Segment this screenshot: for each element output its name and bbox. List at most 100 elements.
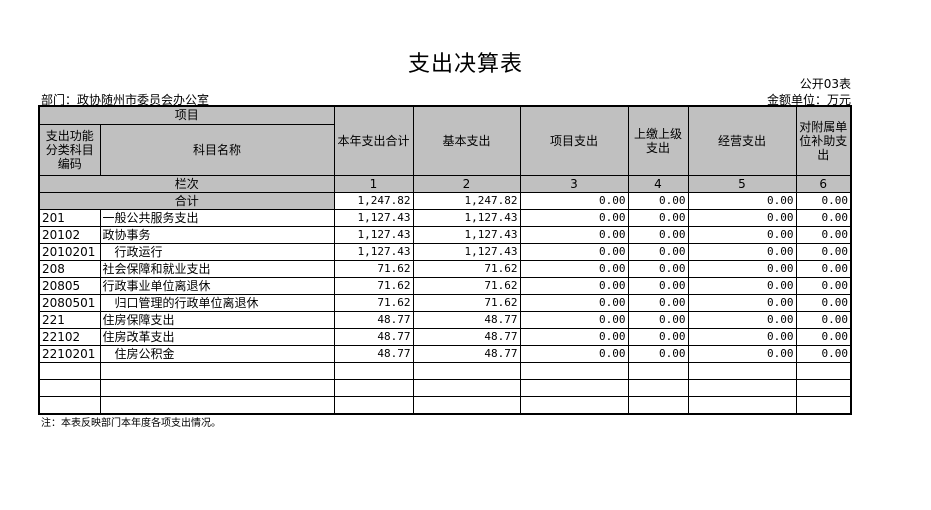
row-code: 2210201	[38, 344, 101, 363]
total-value: 0.00	[627, 191, 689, 210]
row-value: 48.77	[333, 310, 414, 329]
expenditure-table: 项目 本年支出合计 基本支出 项目支出 上缴上级支出 经营支出 对附属单位补助支…	[38, 105, 852, 415]
row-value: 0.00	[795, 242, 852, 261]
empty-row	[38, 378, 852, 397]
table-row: 20102 政协事务 1,127.43 1,127.43 0.00 0.00 0.00 0.0…	[38, 225, 852, 244]
row-value: 0.00	[627, 276, 689, 295]
row-value: 71.62	[333, 293, 414, 312]
table-row: 201 一般公共服务支出 1,127.43 1,127.43 0.00 0.00 0.00 0…	[38, 208, 852, 227]
row-value: 0.00	[687, 242, 797, 261]
row-value: 0.00	[627, 327, 689, 346]
row-value: 1,127.43	[333, 242, 414, 261]
empty-cell	[795, 361, 852, 380]
row-value: 0.00	[795, 327, 852, 346]
row-value: 71.62	[412, 293, 521, 312]
row-code: 20102	[38, 225, 101, 244]
row-value: 0.00	[519, 259, 629, 278]
row-value: 1,127.43	[412, 242, 521, 261]
row-value: 0.00	[519, 208, 629, 227]
row-name: 行政事业单位离退休	[99, 276, 335, 295]
table-row: 221 住房保障支出 48.77 48.77 0.00 0.00 0.00 0.00	[38, 310, 852, 329]
column-number: 5	[687, 174, 797, 193]
empty-cell	[627, 395, 689, 414]
row-value: 0.00	[519, 327, 629, 346]
row-value: 0.00	[627, 259, 689, 278]
empty-row	[38, 361, 852, 380]
row-value: 0.00	[687, 225, 797, 244]
row-value: 0.00	[687, 293, 797, 312]
empty-cell	[687, 361, 797, 380]
header-basic: 基本支出	[412, 105, 521, 176]
empty-cell	[412, 395, 521, 414]
row-value: 0.00	[687, 327, 797, 346]
row-value: 0.00	[795, 310, 852, 329]
row-value: 71.62	[412, 276, 521, 295]
empty-cell	[519, 395, 629, 414]
row-value: 48.77	[412, 327, 521, 346]
row-value: 48.77	[333, 344, 414, 363]
table-row: 20805 行政事业单位离退休 71.62 71.62 0.00 0.00 0.00 0.00	[38, 276, 852, 295]
empty-cell	[333, 378, 414, 397]
header-code: 支出功能分类科目编码	[38, 123, 101, 176]
empty-cell	[333, 395, 414, 414]
empty-cell	[519, 361, 629, 380]
row-value: 0.00	[519, 310, 629, 329]
header-name: 科目名称	[99, 123, 335, 176]
row-value: 1,127.43	[333, 208, 414, 227]
empty-cell	[412, 378, 521, 397]
row-code: 201	[38, 208, 101, 227]
row-name: 住房公积金	[99, 344, 335, 363]
row-value: 0.00	[687, 208, 797, 227]
department-label: 部门：政协随州市委员会办公室	[41, 93, 210, 107]
total-value: 0.00	[519, 191, 629, 210]
empty-cell	[627, 378, 689, 397]
row-code: 2010201	[38, 242, 101, 261]
column-number-row: 栏次 1 2 3 4 5 6	[38, 174, 852, 193]
empty-cell	[687, 378, 797, 397]
row-value: 48.77	[412, 344, 521, 363]
header-project-exp: 项目支出	[519, 105, 629, 176]
empty-row	[38, 395, 852, 414]
row-value: 0.00	[627, 208, 689, 227]
row-value: 0.00	[687, 259, 797, 278]
row-code: 20805	[38, 276, 101, 295]
footnote: 注：本表反映部门本年度各项支出情况。	[41, 418, 221, 429]
row-value: 0.00	[627, 344, 689, 363]
row-name: 一般公共服务支出	[99, 208, 335, 227]
row-name: 行政运行	[99, 242, 335, 261]
row-code: 22102	[38, 327, 101, 346]
row-value: 0.00	[687, 344, 797, 363]
empty-cell	[687, 395, 797, 414]
empty-cell	[519, 378, 629, 397]
header-remit: 上缴上级支出	[627, 105, 689, 176]
row-value: 0.00	[687, 310, 797, 329]
row-value: 0.00	[795, 208, 852, 227]
table-row: 2080501 归口管理的行政单位离退休 71.62 71.62 0.00 0.00 0.0…	[38, 293, 852, 312]
row-value: 0.00	[627, 225, 689, 244]
total-value: 1,247.82	[412, 191, 521, 210]
row-name: 政协事务	[99, 225, 335, 244]
row-value: 0.00	[519, 344, 629, 363]
empty-cell	[38, 378, 101, 397]
row-name: 归口管理的行政单位离退休	[99, 293, 335, 312]
row-value: 1,127.43	[333, 225, 414, 244]
row-value: 0.00	[519, 276, 629, 295]
row-value: 0.00	[795, 293, 852, 312]
total-row: 合计 1,247.82 1,247.82 0.00 0.00 0.00 0.00	[38, 191, 852, 210]
row-value: 71.62	[412, 259, 521, 278]
row-value: 71.62	[333, 259, 414, 278]
row-value: 71.62	[333, 276, 414, 295]
row-value: 0.00	[795, 259, 852, 278]
row-value: 0.00	[627, 293, 689, 312]
empty-cell	[412, 361, 521, 380]
column-number: 1	[333, 174, 414, 193]
page-title: 支出决算表	[407, 52, 523, 77]
header-operating: 经营支出	[687, 105, 797, 176]
row-value: 1,127.43	[412, 208, 521, 227]
table-row: 2010201 行政运行 1,127.43 1,127.43 0.00 0.00 0.00 0…	[38, 242, 852, 261]
row-value: 0.00	[519, 293, 629, 312]
table-row: 2210201 住房公积金 48.77 48.77 0.00 0.00 0.00 0.00	[38, 344, 852, 363]
unit-label: 金额单位：万元	[766, 93, 851, 107]
column-number: 6	[795, 174, 852, 193]
empty-cell	[99, 378, 335, 397]
